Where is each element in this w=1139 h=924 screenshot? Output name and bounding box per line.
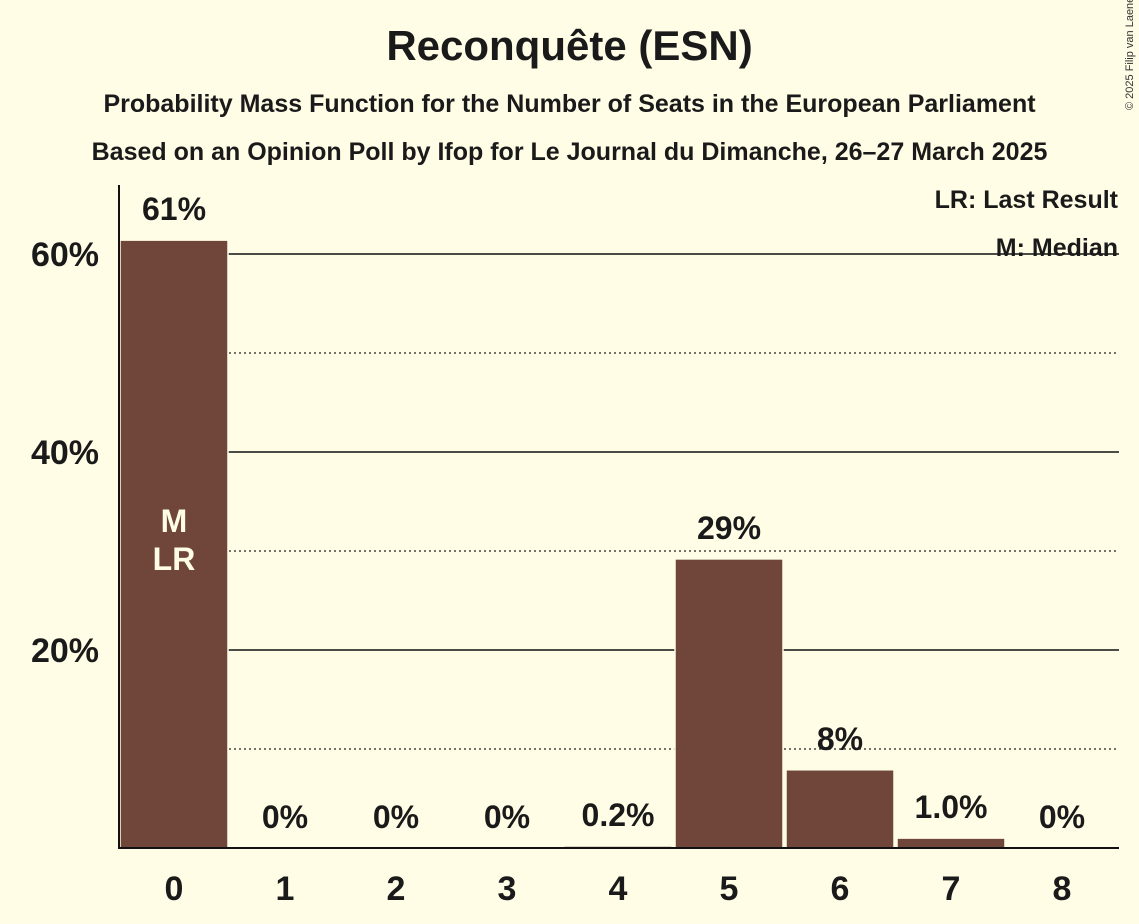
y-tick-label-60: 60% bbox=[31, 236, 99, 274]
bar-marker-lr-0: LR bbox=[153, 541, 196, 577]
data-label-6: 8% bbox=[817, 721, 863, 757]
data-label-0: 61% bbox=[142, 191, 206, 227]
chart-subtitle-method: Probability Mass Function for the Number… bbox=[103, 90, 1036, 118]
bar-0 bbox=[119, 239, 229, 849]
y-tick-label-40: 40% bbox=[31, 434, 99, 472]
y-tick-label-20: 20% bbox=[31, 632, 99, 670]
x-tick-label-3: 3 bbox=[498, 870, 517, 908]
bar-6 bbox=[785, 769, 895, 849]
x-tick-label-7: 7 bbox=[942, 870, 961, 908]
chart-title: Reconquête (ESN) bbox=[386, 22, 753, 69]
data-label-5: 29% bbox=[697, 510, 761, 546]
data-label-8: 0% bbox=[1039, 799, 1085, 835]
x-tick-label-0: 0 bbox=[165, 870, 184, 908]
x-tick-label-1: 1 bbox=[276, 870, 295, 908]
x-tick-label-6: 6 bbox=[831, 870, 850, 908]
data-label-4: 0.2% bbox=[582, 797, 655, 833]
data-label-7: 1.0% bbox=[915, 789, 988, 825]
chart-subtitle-source: Based on an Opinion Poll by Ifop for Le … bbox=[91, 138, 1048, 166]
legend-median: M: Median bbox=[995, 234, 1118, 262]
data-label-2: 0% bbox=[373, 799, 419, 835]
data-label-3: 0% bbox=[484, 799, 530, 835]
bar-7 bbox=[896, 837, 1006, 849]
x-tick-label-5: 5 bbox=[720, 870, 739, 908]
bar-marker-m-0: M bbox=[161, 503, 188, 539]
x-tick-label-4: 4 bbox=[609, 870, 628, 908]
data-label-1: 0% bbox=[262, 799, 308, 835]
legend-last-result: LR: Last Result bbox=[934, 186, 1118, 214]
x-tick-label-8: 8 bbox=[1053, 870, 1072, 908]
bar-5 bbox=[674, 558, 784, 849]
x-tick-label-2: 2 bbox=[387, 870, 406, 908]
